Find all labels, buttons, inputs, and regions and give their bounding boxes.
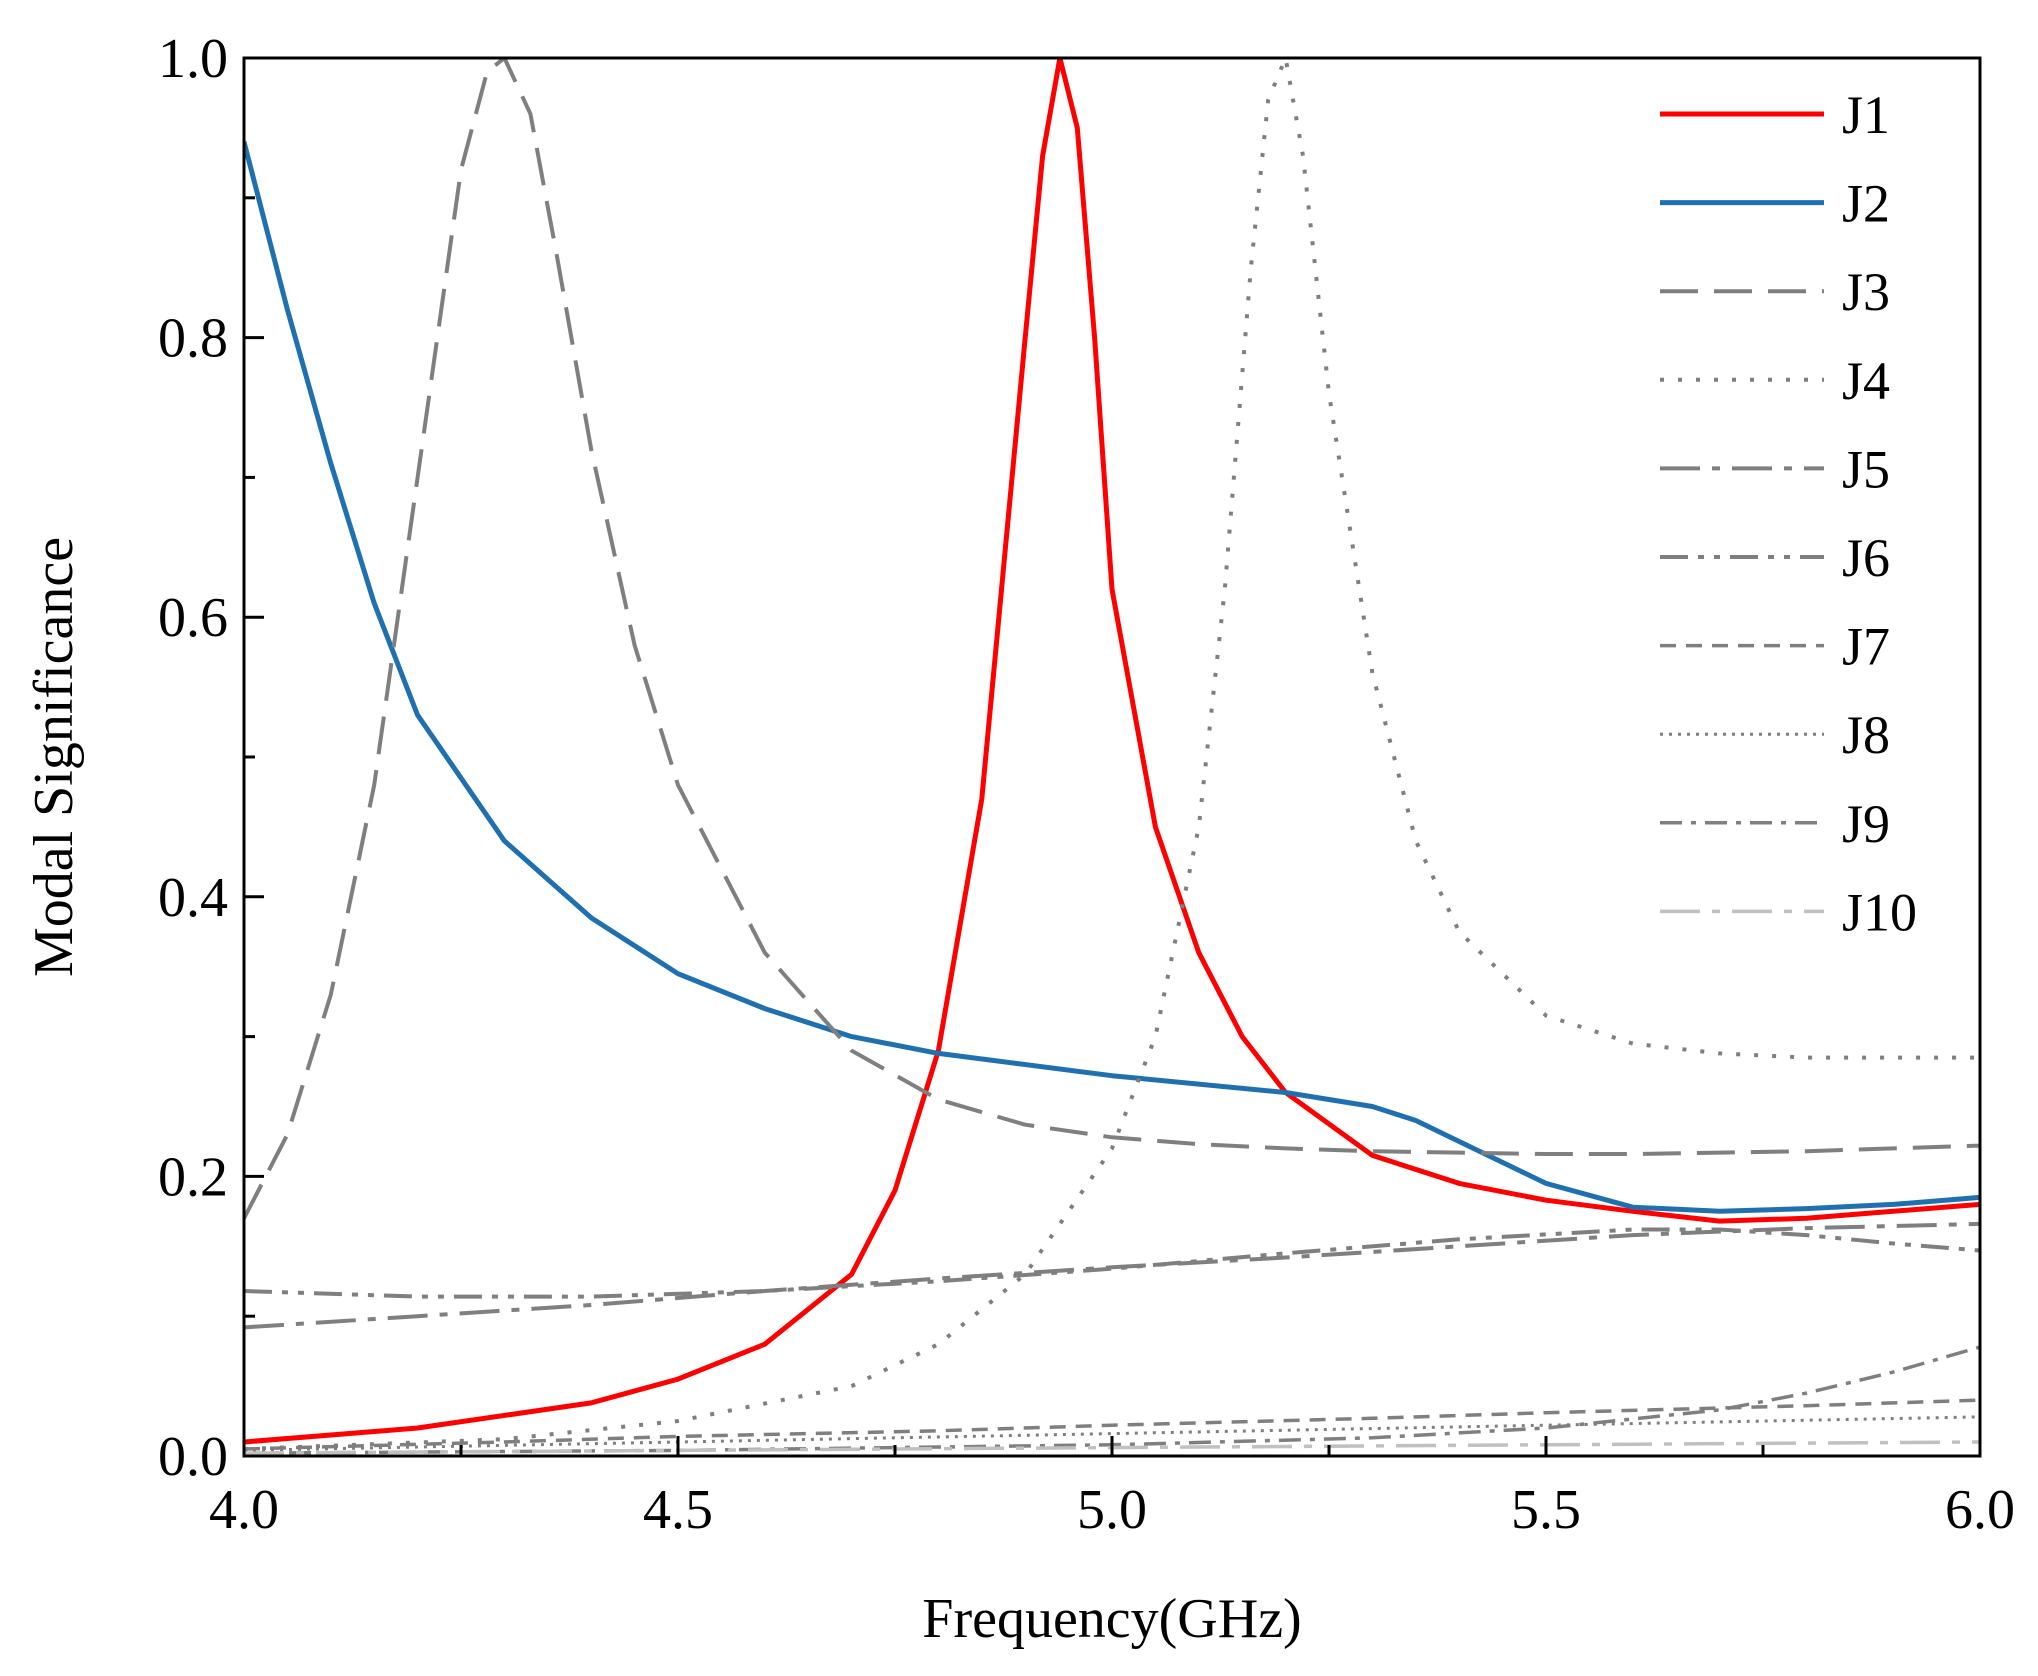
- legend-label: J2: [1842, 174, 1890, 234]
- x-axis-title: Frequency(GHz): [922, 1588, 1301, 1650]
- series-line-j4: [244, 58, 1980, 1451]
- series-line-j8: [244, 1415, 1980, 1452]
- legend-label: J5: [1842, 439, 1890, 499]
- legend-label: J7: [1842, 617, 1890, 677]
- y-tick-label: 0.0: [158, 1426, 228, 1488]
- series-layer: [244, 58, 1980, 1455]
- axes-layer: 4.0 4.5 5.0 5.5 6.0 0.0 0.2 0.4 0.6 0.8 1.0 Frequen…: [23, 28, 2015, 1650]
- legend-item-j2: J2: [1660, 174, 1890, 234]
- legend-item-j6: J6: [1660, 528, 1890, 588]
- x-tick-label: 5.5: [1511, 1479, 1581, 1541]
- y-tick-label: 0.6: [158, 587, 228, 649]
- x-tick-label: 4.0: [209, 1479, 279, 1541]
- x-tick-label: 4.5: [643, 1479, 713, 1541]
- legend-label: J3: [1842, 262, 1890, 322]
- legend: J1 J2 J3 J4 J5 J6 J7 J8 J9 J10: [1660, 85, 1917, 942]
- series-line-j6: [244, 1227, 1980, 1299]
- series-line-j5: [244, 1221, 1980, 1330]
- legend-item-j7: J7: [1660, 617, 1890, 677]
- legend-item-j8: J8: [1660, 705, 1890, 765]
- legend-label: J1: [1842, 85, 1890, 145]
- x-tick-label: 5.0: [1077, 1479, 1147, 1541]
- legend-item-j10: J10: [1660, 882, 1917, 942]
- series-line-j9: [244, 1345, 1980, 1455]
- legend-label: J9: [1842, 794, 1890, 854]
- y-tick-label: 0.4: [158, 867, 228, 929]
- legend-item-j4: J4: [1660, 351, 1890, 411]
- plot-frame: [242, 56, 1982, 1458]
- y-axis-title: Modal Significance: [23, 537, 85, 977]
- y-tick-label: 1.0: [158, 28, 228, 90]
- series-line-j1: [244, 58, 1980, 1445]
- legend-item-j9: J9: [1660, 794, 1890, 854]
- y-tick-label: 0.8: [158, 308, 228, 370]
- legend-label: J8: [1842, 705, 1890, 765]
- legend-label: J6: [1842, 528, 1890, 588]
- y-tick-label: 0.2: [158, 1146, 228, 1208]
- legend-item-j1: J1: [1660, 85, 1890, 145]
- legend-item-j3: J3: [1660, 262, 1890, 322]
- legend-label: J10: [1842, 882, 1917, 942]
- series-line-j2: [244, 141, 1980, 1214]
- legend-label: J4: [1842, 351, 1890, 411]
- x-tick-label: 6.0: [1945, 1479, 2015, 1541]
- legend-item-j5: J5: [1660, 439, 1890, 499]
- series-line-j3: [244, 58, 1980, 1220]
- series-line-j7: [244, 1398, 1980, 1451]
